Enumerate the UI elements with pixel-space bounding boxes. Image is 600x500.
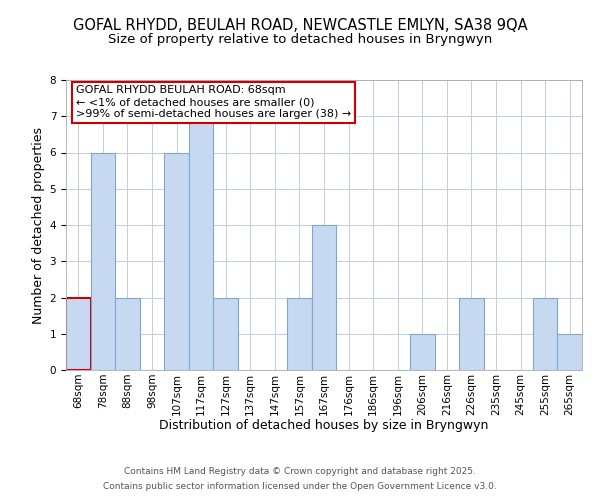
Text: Contains HM Land Registry data © Crown copyright and database right 2025.: Contains HM Land Registry data © Crown c… [124,467,476,476]
Text: Contains public sector information licensed under the Open Government Licence v3: Contains public sector information licen… [103,482,497,491]
Bar [164,152,189,370]
Bar [557,334,582,370]
Text: Size of property relative to detached houses in Bryngwyn: Size of property relative to detached ho… [108,32,492,46]
Bar [459,298,484,370]
Bar [189,116,214,370]
Bar [91,152,115,370]
Bar [533,298,557,370]
Bar [115,298,140,370]
Bar [66,298,91,370]
Bar [214,298,238,370]
Bar [410,334,434,370]
Y-axis label: Number of detached properties: Number of detached properties [32,126,46,324]
Text: GOFAL RHYDD BEULAH ROAD: 68sqm
← <1% of detached houses are smaller (0)
>99% of : GOFAL RHYDD BEULAH ROAD: 68sqm ← <1% of … [76,86,352,118]
Text: GOFAL RHYDD, BEULAH ROAD, NEWCASTLE EMLYN, SA38 9QA: GOFAL RHYDD, BEULAH ROAD, NEWCASTLE EMLY… [73,18,527,32]
X-axis label: Distribution of detached houses by size in Bryngwyn: Distribution of detached houses by size … [160,419,488,432]
Bar [287,298,312,370]
Bar [312,225,336,370]
